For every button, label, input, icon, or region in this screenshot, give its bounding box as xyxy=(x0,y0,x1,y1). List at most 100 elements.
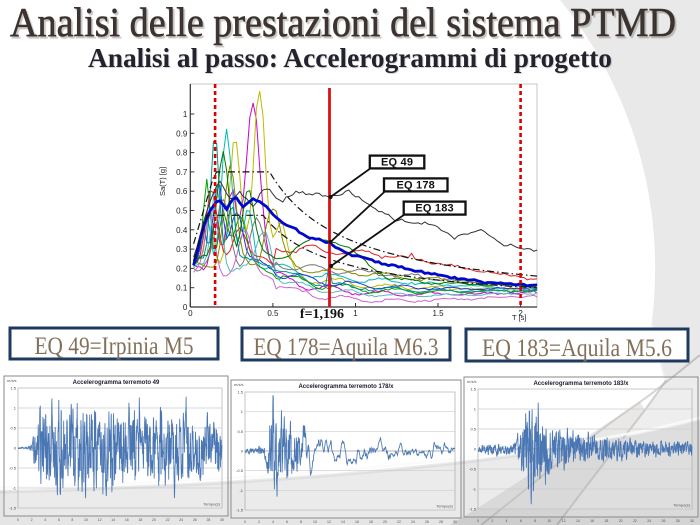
svg-text:-1: -1 xyxy=(239,488,243,493)
svg-text:0.5: 0.5 xyxy=(470,427,476,432)
svg-text:-1.5: -1.5 xyxy=(469,507,477,512)
svg-text:18: 18 xyxy=(604,519,608,523)
svg-text:10: 10 xyxy=(313,520,317,524)
svg-text:8: 8 xyxy=(534,519,536,523)
svg-text:2: 2 xyxy=(31,518,33,522)
svg-text:T [s]: T [s] xyxy=(512,313,526,322)
svg-text:Tempo(s): Tempo(s) xyxy=(203,502,220,507)
svg-text:28: 28 xyxy=(439,520,443,524)
svg-text:4: 4 xyxy=(44,518,46,522)
svg-text:Tempo(s): Tempo(s) xyxy=(673,503,690,508)
svg-text:22: 22 xyxy=(633,519,637,523)
svg-text:EQ 178=Aquila M6.3: EQ 178=Aquila M6.3 xyxy=(254,334,439,361)
svg-text:0.1: 0.1 xyxy=(176,284,188,293)
svg-text:22: 22 xyxy=(397,520,401,524)
svg-text:1.5: 1.5 xyxy=(432,309,444,318)
svg-text:12: 12 xyxy=(327,520,331,524)
svg-text:Accelerogramma terremoto 178/x: Accelerogramma terremoto 178/x xyxy=(298,384,394,390)
svg-text:EQ 183=Aquila M5.6: EQ 183=Aquila M5.6 xyxy=(482,335,672,362)
svg-text:28: 28 xyxy=(206,518,210,522)
svg-text:Accelerogramma terremoto 49: Accelerogramma terremoto 49 xyxy=(73,380,160,386)
svg-text:EQ 49=Irpinia M5: EQ 49=Irpinia M5 xyxy=(35,333,194,360)
svg-text:8: 8 xyxy=(300,520,302,524)
svg-text:EQ 178: EQ 178 xyxy=(396,179,435,191)
svg-text:0.7: 0.7 xyxy=(176,168,188,177)
svg-text:1.5: 1.5 xyxy=(470,387,476,392)
svg-text:0.4: 0.4 xyxy=(176,226,188,235)
svg-text:4: 4 xyxy=(506,519,508,523)
svg-text:30: 30 xyxy=(690,519,694,523)
svg-text:0: 0 xyxy=(14,446,17,451)
svg-text:0.9: 0.9 xyxy=(176,129,188,138)
svg-text:16: 16 xyxy=(125,518,129,522)
svg-text:EQ 183: EQ 183 xyxy=(415,203,454,215)
svg-text:-0.5: -0.5 xyxy=(236,468,244,473)
svg-text:1.5: 1.5 xyxy=(237,390,243,395)
svg-text:0: 0 xyxy=(477,519,479,523)
svg-text:26: 26 xyxy=(662,519,666,523)
svg-text:0: 0 xyxy=(17,518,19,522)
svg-text:12: 12 xyxy=(562,519,566,523)
svg-text:m/s/s: m/s/s xyxy=(7,378,17,383)
svg-text:20: 20 xyxy=(383,520,387,524)
svg-text:26: 26 xyxy=(425,520,429,524)
svg-text:1: 1 xyxy=(14,406,17,411)
svg-text:8: 8 xyxy=(71,518,73,522)
svg-text:18: 18 xyxy=(138,518,142,522)
svg-text:4: 4 xyxy=(272,520,274,524)
svg-text:-1.5: -1.5 xyxy=(236,508,244,513)
svg-text:1: 1 xyxy=(183,110,188,119)
svg-text:Analisi delle prestazioni del: Analisi delle prestazioni del sistema PT… xyxy=(10,0,676,45)
svg-text:2: 2 xyxy=(491,519,493,523)
svg-text:0.2: 0.2 xyxy=(176,264,188,273)
svg-text:m/s/s: m/s/s xyxy=(234,382,244,387)
svg-text:24: 24 xyxy=(411,520,415,524)
svg-text:10: 10 xyxy=(84,518,88,522)
svg-text:0.5: 0.5 xyxy=(176,207,188,216)
svg-text:-1: -1 xyxy=(472,487,476,492)
svg-text:0.3: 0.3 xyxy=(176,245,188,254)
svg-text:16: 16 xyxy=(590,519,594,523)
svg-text:1: 1 xyxy=(353,309,358,318)
svg-text:0: 0 xyxy=(188,309,193,318)
svg-text:10: 10 xyxy=(547,519,551,523)
svg-text:22: 22 xyxy=(166,518,170,522)
svg-text:14: 14 xyxy=(576,519,580,523)
svg-text:2: 2 xyxy=(518,309,523,318)
svg-text:-1.5: -1.5 xyxy=(9,506,17,511)
svg-text:0.6: 0.6 xyxy=(176,187,188,196)
svg-text:EQ 49: EQ 49 xyxy=(381,156,413,168)
svg-text:-0.5: -0.5 xyxy=(469,467,477,472)
svg-text:0: 0 xyxy=(474,447,477,452)
svg-text:-1: -1 xyxy=(12,486,16,491)
svg-text:26: 26 xyxy=(193,518,197,522)
svg-text:1: 1 xyxy=(241,409,244,414)
svg-text:0: 0 xyxy=(183,303,188,312)
svg-text:18: 18 xyxy=(369,520,373,524)
svg-text:24: 24 xyxy=(179,518,183,522)
svg-text:Tempo(s): Tempo(s) xyxy=(436,504,453,509)
svg-text:Sa(T) [g]: Sa(T) [g] xyxy=(158,167,167,196)
svg-text:28: 28 xyxy=(676,519,680,523)
svg-text:30: 30 xyxy=(220,518,224,522)
svg-text:6: 6 xyxy=(286,520,288,524)
svg-text:20: 20 xyxy=(152,518,156,522)
svg-text:0.5: 0.5 xyxy=(237,429,243,434)
svg-text:12: 12 xyxy=(98,518,102,522)
svg-text:0.8: 0.8 xyxy=(176,149,188,158)
svg-text:30: 30 xyxy=(453,520,457,524)
svg-text:f=1,196: f=1,196 xyxy=(300,307,344,322)
svg-text:20: 20 xyxy=(619,519,623,523)
svg-text:Analisi al passo: Accelerogram: Analisi al passo: Accelerogrammi di prog… xyxy=(88,43,612,73)
svg-text:0.5: 0.5 xyxy=(267,309,279,318)
svg-text:1: 1 xyxy=(474,407,477,412)
svg-text:-0.5: -0.5 xyxy=(9,466,17,471)
svg-text:6: 6 xyxy=(58,518,60,522)
svg-text:14: 14 xyxy=(111,518,115,522)
svg-text:6: 6 xyxy=(520,519,522,523)
svg-text:0: 0 xyxy=(244,520,246,524)
svg-text:Accelerogramma terremoto 183/x: Accelerogramma terremoto 183/x xyxy=(533,381,629,387)
svg-text:2: 2 xyxy=(258,520,260,524)
svg-text:14: 14 xyxy=(341,520,345,524)
svg-text:0.5: 0.5 xyxy=(10,426,16,431)
